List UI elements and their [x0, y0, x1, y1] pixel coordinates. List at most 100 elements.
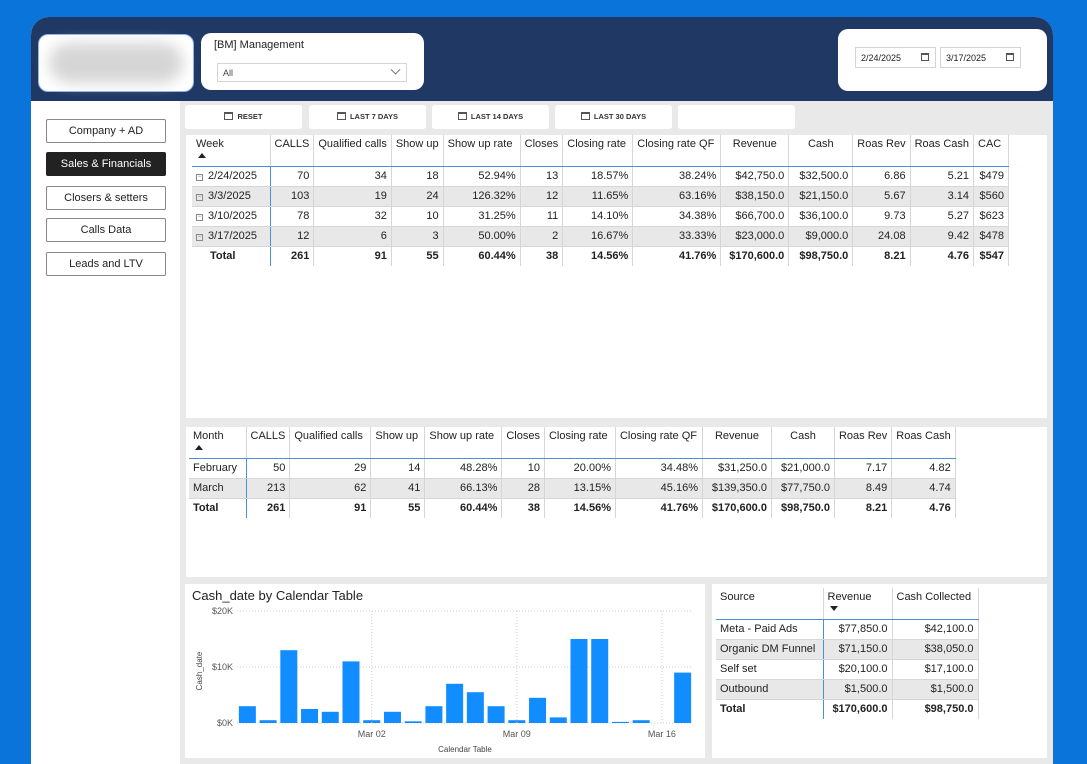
start-date-input[interactable]: 2/24/2025 — [855, 47, 936, 68]
col-closing-rate[interactable]: Closing rate — [562, 135, 634, 167]
table-row[interactable]: Outbound $1,500.0 $1,500.0 — [716, 679, 979, 700]
bar[interactable] — [259, 720, 277, 723]
bar[interactable] — [383, 711, 401, 723]
bar[interactable] — [611, 721, 629, 723]
col-show-up[interactable]: Show up — [370, 427, 426, 459]
nav-leads-ltv[interactable]: Leads and LTV — [46, 252, 166, 276]
col-qualified-calls[interactable]: Qualified calls — [289, 427, 372, 459]
app-frame: [BM] Management All 2/24/2025 3/17/2025 … — [31, 17, 1053, 764]
management-dropdown[interactable]: All — [217, 63, 407, 82]
sort-ascending-icon[interactable] — [195, 445, 203, 450]
bar[interactable] — [674, 672, 692, 723]
expand-icon[interactable]: − — [196, 174, 203, 181]
sort-ascending-icon[interactable] — [198, 153, 206, 158]
col-cash-collected[interactable]: Cash Collected — [892, 588, 979, 620]
last-30-days-button[interactable]: LAST 30 DAYS — [555, 105, 672, 129]
nav-company-ad[interactable]: Company + AD — [46, 119, 166, 143]
last-14-days-button[interactable]: LAST 14 DAYS — [432, 105, 549, 129]
bar[interactable] — [549, 717, 567, 723]
bar[interactable] — [466, 692, 484, 723]
col-calls[interactable]: CALLS — [270, 135, 315, 167]
cell: 38.24% — [632, 166, 722, 187]
row-label: −2/24/2025 — [192, 166, 271, 187]
col-roas-rev[interactable]: Roas Rev — [834, 427, 893, 459]
cash-chart-panel: Cash_date by Calendar Table $0K $10K $20K M… — [185, 584, 705, 758]
cell: 4.76 — [891, 498, 956, 518]
sort-descending-icon[interactable] — [829, 606, 838, 611]
calendar-icon[interactable] — [921, 53, 929, 61]
bar[interactable] — [446, 683, 464, 723]
monthly-table: Month CALLS Qualified calls Show up Show… — [189, 427, 956, 518]
col-show-up-rate[interactable]: Show up rate — [424, 427, 503, 459]
x-tick-label: Mar 16 — [648, 729, 676, 739]
col-closing-rate-qf[interactable]: Closing rate QF — [632, 135, 722, 167]
reset-button[interactable]: RESET — [185, 105, 302, 129]
table-row[interactable]: −2/24/2025 70 34 18 52.94% 13 18.57% 38.… — [192, 166, 1009, 187]
bar[interactable] — [529, 697, 547, 723]
col-cac[interactable]: CAC — [973, 135, 1009, 167]
table-row[interactable]: Organic DM Funnel $71,150.0 $38,050.0 — [716, 639, 979, 660]
col-show-up-rate[interactable]: Show up rate — [443, 135, 521, 167]
cell: 213 — [246, 478, 291, 499]
last-7-days-button[interactable]: LAST 7 DAYS — [309, 105, 426, 129]
bar[interactable] — [280, 650, 298, 723]
cell: $20,100.0 — [823, 659, 893, 680]
cell: 34.48% — [615, 458, 703, 479]
expand-icon[interactable]: − — [196, 214, 203, 221]
col-roas-rev[interactable]: Roas Rev — [852, 135, 911, 167]
bar[interactable] — [301, 709, 319, 723]
bar[interactable] — [487, 706, 505, 723]
table-row[interactable]: −3/17/2025 12 6 3 50.00% 2 16.67% 33.33%… — [192, 226, 1009, 247]
col-closing-rate-qf[interactable]: Closing rate QF — [615, 427, 703, 459]
cell: 41.76% — [615, 498, 703, 518]
bar[interactable] — [425, 706, 443, 723]
col-revenue[interactable]: Revenue — [720, 135, 790, 167]
table-row[interactable]: −3/3/2025 103 19 24 126.32% 12 11.65% 63… — [192, 186, 1009, 207]
bar[interactable] — [570, 639, 588, 723]
x-tick-label: Mar 09 — [503, 729, 531, 739]
table-row[interactable]: February 50 29 14 48.28% 10 20.00% 34.48… — [189, 458, 956, 479]
total-label: Total — [192, 246, 271, 266]
blank-button[interactable] — [678, 105, 795, 129]
expand-icon[interactable]: − — [196, 234, 203, 241]
bar[interactable] — [591, 639, 609, 723]
table-row[interactable]: Meta - Paid Ads $77,850.0 $42,100.0 — [716, 619, 979, 640]
week-value: 3/3/2025 — [208, 190, 251, 202]
calendar-icon — [224, 112, 234, 120]
col-qualified-calls[interactable]: Qualified calls — [313, 135, 392, 167]
table-row[interactable]: −3/10/2025 78 32 10 31.25% 11 14.10% 34.… — [192, 206, 1009, 227]
cell: $170,600.0 — [702, 498, 772, 518]
table-row[interactable]: March 213 62 41 66.13% 28 13.15% 45.16% … — [189, 478, 956, 499]
col-show-up[interactable]: Show up — [391, 135, 444, 167]
expand-icon[interactable]: − — [196, 194, 203, 201]
col-roas-cash[interactable]: Roas Cash — [891, 427, 956, 459]
col-source[interactable]: Source — [716, 588, 824, 620]
bar[interactable] — [363, 720, 381, 723]
col-month[interactable]: Month — [189, 427, 247, 459]
bar[interactable] — [404, 721, 422, 723]
nav-sales-financials[interactable]: Sales & Financials — [46, 152, 166, 176]
bar[interactable] — [238, 706, 256, 723]
calendar-icon[interactable] — [1006, 53, 1014, 61]
col-closes[interactable]: Closes — [501, 427, 545, 459]
col-week[interactable]: Week — [192, 135, 271, 167]
col-cash[interactable]: Cash — [788, 135, 854, 167]
col-roas-cash[interactable]: Roas Cash — [910, 135, 975, 167]
col-revenue[interactable]: Revenue — [702, 427, 772, 459]
col-closes[interactable]: Closes — [520, 135, 564, 167]
end-date-input[interactable]: 3/17/2025 — [940, 47, 1021, 68]
cell: $42,100.0 — [892, 619, 979, 640]
cell: $17,100.0 — [892, 659, 979, 680]
col-closing-rate[interactable]: Closing rate — [544, 427, 616, 459]
bar[interactable] — [632, 720, 650, 723]
cell: 32 — [313, 206, 392, 227]
nav-calls-data[interactable]: Calls Data — [46, 218, 166, 242]
bar[interactable] — [321, 711, 339, 723]
col-cash[interactable]: Cash — [771, 427, 835, 459]
bar[interactable] — [508, 720, 526, 723]
nav-closers-setters[interactable]: Closers & setters — [46, 186, 166, 210]
col-revenue[interactable]: Revenue — [823, 588, 893, 620]
bar[interactable] — [342, 661, 360, 723]
table-row[interactable]: Self set $20,100.0 $17,100.0 — [716, 659, 979, 680]
col-calls[interactable]: CALLS — [246, 427, 291, 459]
